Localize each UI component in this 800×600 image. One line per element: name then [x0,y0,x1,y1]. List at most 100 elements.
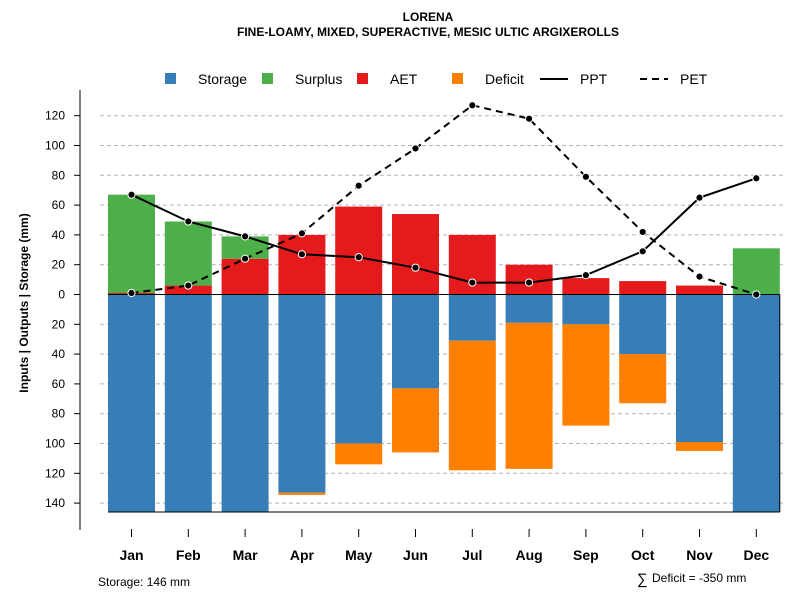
x-tick-label: Jun [403,547,428,563]
ppt-line [131,177,757,284]
axes: 120 100 80 60 40 20 0 20 40 60 80 100 120 140 Jan Feb Ma… [45,90,769,563]
ppt-point [695,193,704,202]
y-tick-label: 60 [52,198,66,212]
y-tick-label: 40 [52,228,66,242]
y-tick-label: 100 [45,437,65,451]
y-tick-label: 80 [52,168,66,182]
bar-deficit [448,340,496,471]
bar-aet [164,285,212,295]
y-tick-label: 80 [52,407,66,421]
ppt-point [525,278,534,287]
pet-point [638,227,647,237]
bar-aet [221,258,269,295]
pet-point [184,281,193,290]
pet-point [241,254,250,263]
x-tick-label: Jul [462,547,482,563]
bar-storage [108,294,155,513]
bar-storage [221,294,269,513]
gridlines [100,115,785,504]
bar-surplus [732,248,780,295]
bar-aet [562,278,610,295]
legend-label: Deficit [485,71,524,87]
ppt-point [354,253,363,262]
pet-point [127,288,136,298]
y-axis-label: Inputs | Outputs | Storage (mm) [17,213,31,392]
x-tick-label: Aug [515,547,542,563]
legend-label: Surplus [295,71,342,87]
bar-storage [676,294,723,443]
bar-aet [676,285,723,295]
bar-deficit [505,322,553,469]
ppt-point [241,232,250,241]
x-tick-label: Mar [233,547,258,563]
ppt-point [184,217,193,226]
x-tick-label: Dec [743,547,769,563]
y-tick-label: 20 [52,317,66,331]
pet-point [581,172,591,181]
x-tick-label: Feb [176,547,201,563]
x-tick-label: Jan [119,547,143,563]
x-tick-label: Nov [686,547,713,563]
legend-swatch [165,73,176,84]
bar-storage [278,294,326,493]
storage-note: Storage: 146 mm [98,575,190,589]
bar-storage [164,294,212,513]
ppt-point [468,278,477,287]
chart-subtitle: FINE-LOAMY, MIXED, SUPERACTIVE, MESIC UL… [237,25,619,39]
legend-swatch [452,73,463,84]
pet-point [297,229,306,238]
ppt-point [581,271,591,280]
bar-deficit [278,492,326,495]
bars [108,194,781,513]
bar-storage [392,294,439,389]
y-tick-label: 0 [58,288,65,302]
series-lines [127,101,761,299]
legend-label: Storage [198,71,247,87]
pet-point [468,101,477,110]
x-tick-label: Oct [631,547,655,563]
ppt-point [411,263,420,272]
pet-line [131,104,757,296]
legend: Storage Surplus AET Deficit PPT PET [165,71,708,87]
legend-label: PPT [580,71,608,87]
pet-point [411,144,420,153]
ppt-point [297,250,306,259]
ppt-point [127,190,136,199]
bar-storage [562,294,610,325]
bar-deficit [619,354,667,404]
bar-deficit [392,388,439,453]
y-tick-label: 120 [45,466,65,480]
legend-swatch [262,73,273,84]
bar-deficit [676,442,723,451]
pet-point [525,114,534,123]
y-tick-label: 140 [45,496,65,510]
x-tick-label: Sep [573,547,599,563]
bar-storage [448,294,496,341]
pet-point [752,290,761,299]
x-tick-label: Apr [290,547,315,563]
sigma-icon: ∑ [637,571,648,588]
bar-surplus [108,194,155,294]
chart-title: LORENA [403,10,454,24]
bar-deficit [335,443,383,465]
pet-point [695,272,704,281]
y-tick-label: 20 [52,258,66,272]
ppt-point [638,247,647,256]
bar-storage [732,294,780,513]
y-tick-label: 120 [45,109,65,123]
y-tick-label: 60 [52,377,66,391]
legend-label: AET [390,71,418,87]
deficit-note: Deficit = -350 mm [652,571,746,585]
bar-storage [505,294,553,323]
bar-storage [335,294,383,444]
x-tick-label: May [345,547,372,563]
ppt-point [752,174,761,183]
bar-deficit [562,324,610,426]
pet-point [354,181,363,190]
legend-swatch [357,73,368,84]
bar-aet [619,281,667,295]
y-tick-label: 40 [52,347,66,361]
bar-surplus [164,221,212,286]
bar-storage [619,294,667,355]
